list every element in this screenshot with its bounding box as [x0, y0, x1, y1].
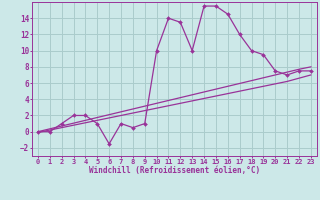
X-axis label: Windchill (Refroidissement éolien,°C): Windchill (Refroidissement éolien,°C)	[89, 166, 260, 175]
